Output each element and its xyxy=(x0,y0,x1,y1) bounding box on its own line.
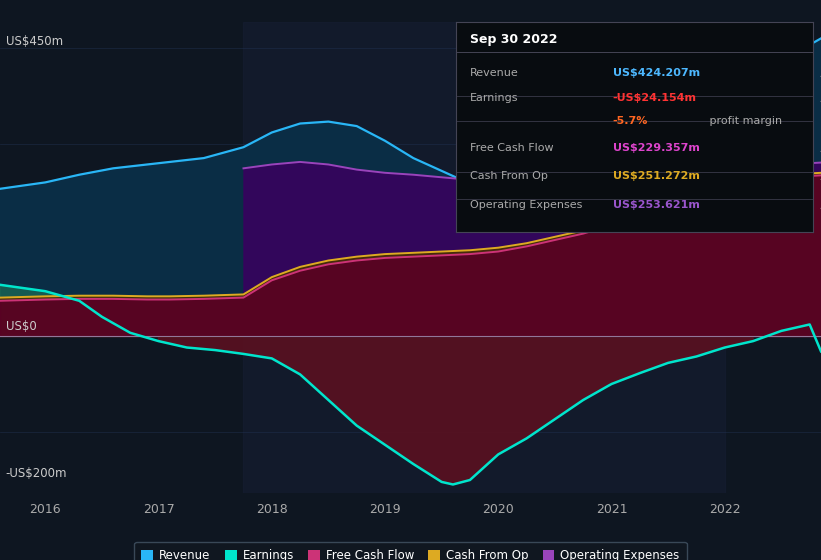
Text: /yr: /yr xyxy=(817,93,821,103)
Text: Free Cash Flow: Free Cash Flow xyxy=(470,143,553,153)
Text: US$450m: US$450m xyxy=(6,35,62,48)
Text: US$253.621m: US$253.621m xyxy=(612,200,699,210)
Text: Cash From Op: Cash From Op xyxy=(470,171,548,181)
Text: Earnings: Earnings xyxy=(470,93,518,103)
Text: /yr: /yr xyxy=(817,143,821,153)
Legend: Revenue, Earnings, Free Cash Flow, Cash From Op, Operating Expenses: Revenue, Earnings, Free Cash Flow, Cash … xyxy=(135,542,686,560)
Text: Revenue: Revenue xyxy=(470,68,519,78)
Text: -US$24.154m: -US$24.154m xyxy=(612,93,697,103)
Text: /yr: /yr xyxy=(817,171,821,181)
Text: US$251.272m: US$251.272m xyxy=(612,171,699,181)
Text: -5.7%: -5.7% xyxy=(612,116,648,126)
Text: Sep 30 2022: Sep 30 2022 xyxy=(470,33,557,46)
Text: Operating Expenses: Operating Expenses xyxy=(470,200,582,210)
Text: /yr: /yr xyxy=(817,200,821,210)
Text: -US$200m: -US$200m xyxy=(6,467,67,480)
Text: US$0: US$0 xyxy=(6,320,36,333)
Text: US$229.357m: US$229.357m xyxy=(612,143,699,153)
Bar xyxy=(244,22,725,493)
Text: profit margin: profit margin xyxy=(706,116,782,126)
Text: US$424.207m: US$424.207m xyxy=(612,68,700,78)
Text: /yr: /yr xyxy=(817,68,821,78)
